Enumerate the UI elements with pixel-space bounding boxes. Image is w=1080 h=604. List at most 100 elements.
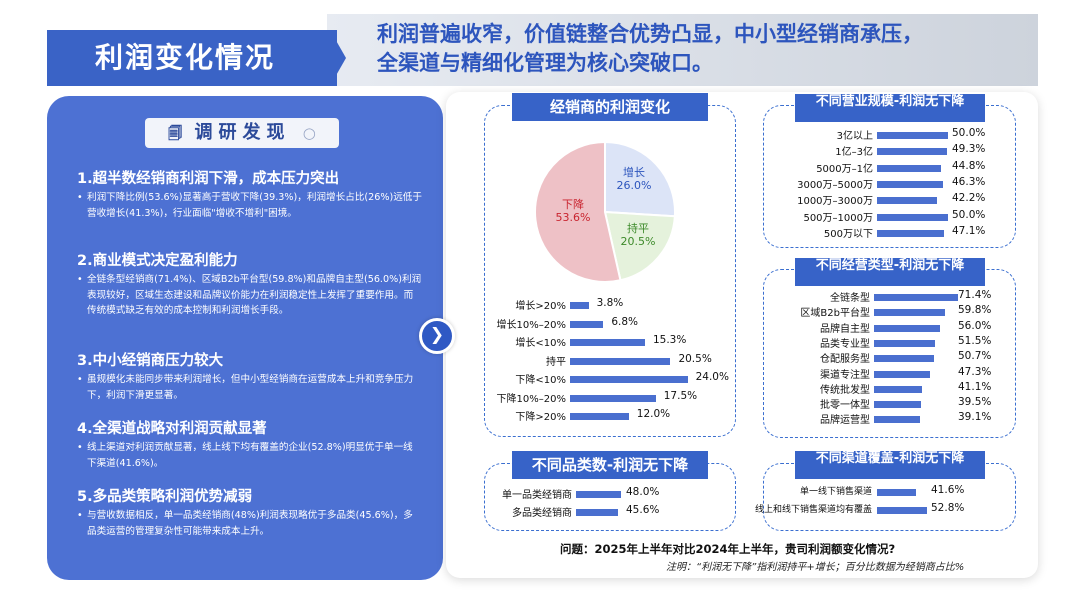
bar-category-label: 品类专业型: [820, 338, 870, 350]
bar: [874, 355, 934, 363]
bar-value-label: 50.0%: [952, 208, 986, 221]
finding-3: 3.中小经销商压力较大 虽规模化未能同步带来利润增长，但中小型经销商在运营成本上…: [77, 350, 422, 403]
bar-category-label: 持平: [546, 356, 566, 368]
bar-category-label: 渠道专注型: [820, 369, 870, 381]
findings-title-box: 🗐 调研发现 ○: [145, 118, 339, 148]
bar-category-label: 多品类经销商: [512, 507, 572, 519]
bar: [570, 302, 589, 309]
pie-label-growth: 增长 26.0%: [612, 166, 656, 192]
finding-heading: 1.超半数经销商利润下滑，成本压力突出: [77, 171, 340, 187]
bar: [874, 324, 941, 332]
bar-value-label: 39.5%: [958, 396, 992, 409]
bar: [570, 394, 656, 402]
next-arrow-button[interactable]: ❯: [419, 318, 455, 354]
bar-category-label: 500万以下: [823, 228, 873, 240]
bar-category-label: 3000万–5000万: [797, 179, 873, 191]
bar-value-label: 3.8%: [596, 297, 624, 309]
bar-category-label: 传统批发型: [820, 384, 870, 396]
finding-heading: 2.商业模式决定盈利能力: [77, 253, 238, 269]
bar-category-label: 1亿–3亿: [835, 147, 873, 159]
bar-value-label: 41.1%: [958, 380, 992, 393]
finding-heading: 3.中小经销商压力较大: [77, 353, 224, 369]
bar-category-label: 单一品类经销商: [502, 490, 572, 501]
bar-category-label: 批零一体型: [820, 400, 870, 412]
bar: [570, 413, 629, 420]
footnote: 注明：“利润无下降”指利润持平+增长；百分比数据为经销商占比%: [666, 562, 965, 573]
type-chart-title: 不同经营类型-利润无下降: [795, 258, 985, 286]
charts-panel: [446, 92, 1038, 578]
magnifier-icon: ○: [302, 124, 316, 142]
bar-category-label: 单一线下销售渠道: [799, 487, 872, 497]
bar-category-label: 增长<10%: [515, 338, 566, 349]
bar-value-label: 20.5%: [678, 352, 712, 365]
pie-label-decline: 下降 53.6%: [551, 198, 595, 224]
pie-label-value: 26.0%: [616, 179, 652, 192]
survey-question: 问题：2025年上半年对比2024年上半年，贵司利润额变化情况?: [560, 542, 896, 556]
finding-4: 4.全渠道战略对利润贡献显著 线上渠道对利润贡献显著，线上线下均有覆盖的企业(5…: [77, 418, 422, 471]
bar-category-label: 品牌运营型: [820, 415, 870, 427]
bar-category-label: 500万–1000万: [803, 212, 873, 224]
bar-value-label: 47.3%: [958, 365, 992, 378]
bar: [877, 229, 944, 237]
document-icon: 🗐: [168, 126, 183, 142]
bar-category-label: 下降<10%: [515, 375, 566, 386]
bar-category-label: 增长>20%: [515, 301, 566, 312]
page-title: 利润变化情况: [47, 30, 337, 86]
headline-line-2: 全渠道与精细化管理为核心突破口。: [377, 51, 713, 75]
pie-label-value: 53.6%: [555, 211, 591, 224]
finding-text: 与营收数据相反，单一品类经销商(48%)利润表现略优于多品类(45.6%)，多品…: [77, 508, 422, 539]
headline-banner: 利润普遍收窄，价值链整合优势凸显，中小型经销商承压， 全渠道与精细化管理为核心突…: [327, 14, 1038, 86]
bar-value-label: 41.6%: [931, 484, 965, 496]
findings-title: 调研发现: [194, 122, 291, 143]
bar-value-label: 42.2%: [952, 192, 986, 205]
bar-value-label: 71.4%: [958, 289, 992, 301]
bar-value-label: 50.0%: [952, 127, 986, 139]
bar: [570, 320, 604, 328]
title-arrow-decoration: [330, 30, 346, 86]
pie-slice-1: [603, 210, 676, 282]
bar: [877, 164, 941, 172]
bar-value-label: 39.1%: [958, 411, 992, 424]
bar: [877, 148, 947, 156]
category-chart-title: 不同品类数-利润无下降: [512, 451, 708, 479]
bar: [877, 132, 948, 139]
bar-category-label: 区域B2b平台型: [800, 308, 870, 320]
bar: [570, 357, 671, 365]
bar: [874, 370, 930, 378]
bar-category-label: 3亿以上: [836, 131, 873, 142]
bar-value-label: 24.0%: [695, 371, 729, 383]
bar: [877, 506, 927, 514]
bar-value-label: 44.8%: [952, 159, 986, 172]
bar-value-label: 48.0%: [626, 486, 660, 498]
bar-category-label: 下降10%–20%: [496, 393, 566, 405]
finding-text: 虽规模化未能同步带来利润增长，但中小型经销商在运营成本上升和竞争压力下，利润下滑…: [77, 372, 422, 403]
pie-label-name: 下降: [562, 198, 584, 211]
bar-category-label: 线上和线下销售渠道均有覆盖: [754, 504, 872, 515]
headline-line-1: 利润普遍收窄，价值链整合优势凸显，中小型经销商承压，: [377, 22, 923, 46]
bar: [576, 491, 621, 498]
bar-value-label: 46.3%: [952, 175, 986, 188]
scale-chart-title: 不同营业规模-利润无下降: [795, 94, 985, 122]
finding-text: 利润下降比例(53.6%)显著高于营收下降(39.3%)，利润增长占比(26%)…: [77, 190, 422, 221]
profit-pie-chart: [534, 140, 676, 283]
bar-value-label: 49.3%: [952, 143, 986, 156]
finding-text: 全链条型经销商(71.4%)、区域B2b平台型(59.8%)和品牌自主型(56.…: [77, 272, 422, 319]
bar-value-label: 17.5%: [663, 389, 698, 402]
bar-category-label: 品牌自主型: [820, 323, 870, 335]
bar-value-label: 12.0%: [636, 408, 671, 420]
bar-value-label: 6.8%: [611, 315, 638, 328]
pie-label-flat: 持平 20.5%: [616, 222, 660, 248]
bar: [877, 197, 937, 205]
pie-slice-2: [534, 140, 622, 283]
bar-value-label: 56.0%: [958, 319, 992, 332]
bar: [874, 401, 921, 409]
bar-category-label: 全链条型: [830, 293, 870, 304]
bar: [874, 309, 945, 317]
chevron-right-icon: ❯: [429, 325, 445, 345]
bar-value-label: 15.3%: [652, 334, 687, 346]
bar: [877, 489, 917, 496]
bar-category-label: 1000万–3000万: [797, 196, 873, 208]
bar: [877, 213, 948, 221]
bar: [874, 416, 921, 424]
bar: [877, 180, 943, 188]
